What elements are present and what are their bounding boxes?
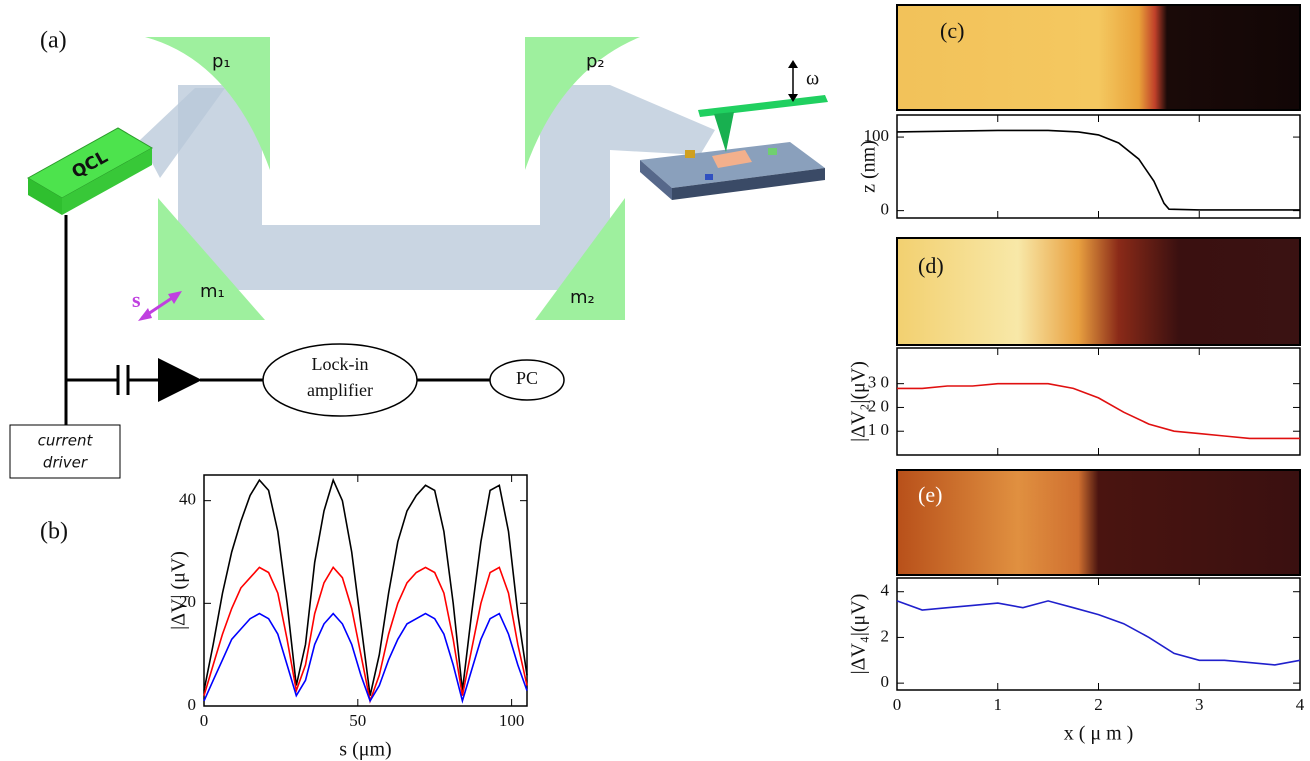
label: s	[132, 287, 141, 312]
data-line	[203, 477, 528, 696]
panel-label: (d)	[918, 253, 944, 278]
lockin	[262, 343, 418, 417]
data-line	[897, 382, 1300, 440]
plot-frame	[896, 347, 1301, 456]
label: current	[38, 432, 94, 450]
x-axis-label: s (μm)	[339, 739, 391, 761]
y-tick-label: 20	[179, 592, 196, 611]
x-tick-label: 3	[1195, 695, 1204, 714]
plot-frame	[896, 577, 1301, 691]
plot-frame	[203, 474, 528, 707]
y-tick-label: 0	[881, 200, 890, 219]
diagram: p₁ p₂ m₁ m₂ QCL Lock-in amplifier PC cur…	[9, 28, 828, 545]
x-tick-label: 4	[1296, 695, 1305, 714]
y-tick-label: 100	[864, 126, 890, 145]
x-tick-label: 100	[499, 711, 525, 730]
panel-label: (e)	[918, 482, 942, 507]
y-tick-label: 0	[881, 672, 890, 691]
data-line	[203, 566, 528, 704]
y-axis-label: z (nm)	[858, 140, 880, 193]
image-c	[896, 4, 1301, 111]
label: PC	[516, 368, 538, 388]
driver	[9, 424, 121, 479]
data-line	[896, 600, 1301, 666]
image-d	[896, 237, 1301, 346]
y-axis-label: |ΔV₂|(μV)	[848, 361, 870, 442]
cantilever	[698, 95, 828, 117]
label: p₁	[212, 51, 231, 72]
beam	[262, 225, 540, 290]
y-tick-label: 2 0	[868, 396, 889, 415]
pc	[489, 359, 565, 401]
label: amplifier	[307, 380, 373, 400]
image-e	[896, 469, 1301, 576]
label: driver	[43, 454, 88, 472]
panel-label: (a)	[40, 28, 67, 54]
label: ω	[806, 68, 819, 90]
label: m₁	[200, 281, 225, 302]
label: Lock-in	[312, 354, 369, 374]
qcl	[62, 148, 152, 215]
beam	[610, 85, 715, 155]
y-axis-label: |ΔV₄|(μV)	[848, 594, 870, 675]
x-tick-label: 50	[349, 711, 366, 730]
prism	[525, 37, 640, 170]
x-tick-label: 0	[200, 711, 209, 730]
x-tick-label: 0	[893, 695, 902, 714]
prism	[158, 198, 265, 320]
x-tick-label: 2	[1094, 695, 1103, 714]
prism	[535, 198, 625, 320]
panel-label: (b)	[40, 519, 68, 545]
y-tick-label: 40	[179, 490, 196, 509]
x-tick-label: 1	[994, 695, 1003, 714]
label: m₂	[570, 287, 595, 308]
amplifier	[158, 358, 202, 402]
label: p₂	[586, 51, 605, 72]
prism	[145, 37, 270, 170]
data-line	[203, 612, 528, 704]
panel-label: (c)	[940, 18, 964, 43]
qcl	[28, 178, 62, 215]
data-line	[896, 129, 1300, 211]
y-tick-label: 3 0	[868, 373, 889, 392]
y-tick-label: 1 0	[868, 420, 889, 439]
y-tick-label: 4	[881, 581, 890, 600]
y-tick-label: 0	[188, 695, 197, 714]
x-axis-label: x ( μ m )	[1064, 723, 1134, 745]
y-axis-label: |ΔV| (μV)	[168, 551, 190, 630]
y-tick-label: 2	[881, 626, 890, 645]
